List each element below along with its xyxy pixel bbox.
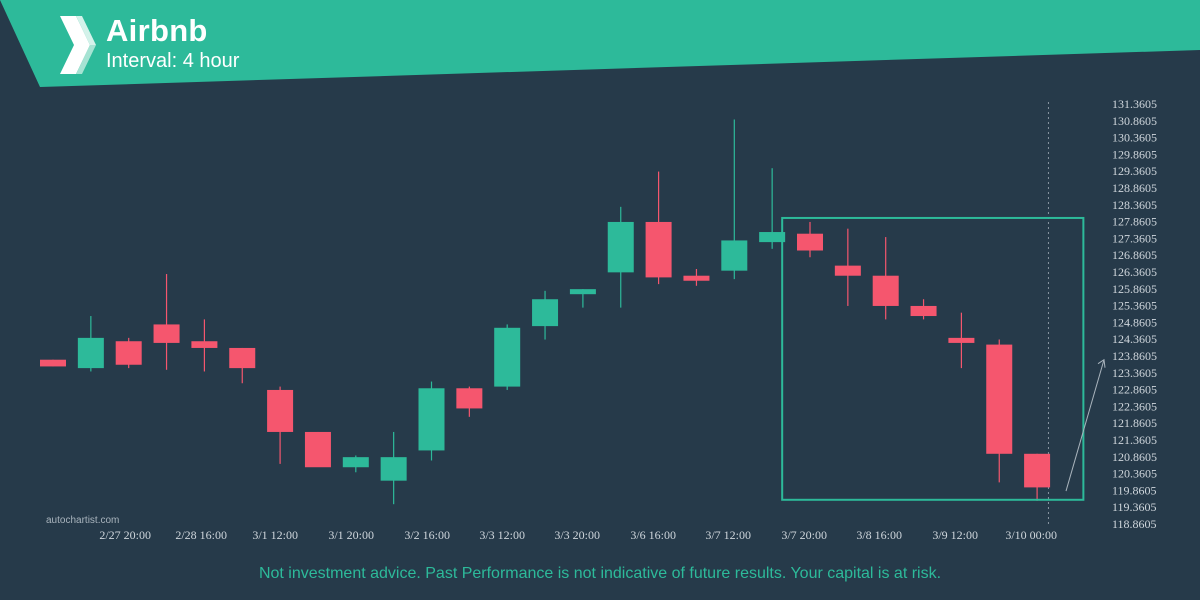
y-tick-label: 128.8605 bbox=[1112, 181, 1157, 195]
interval-subtitle: Interval: 4 hour bbox=[106, 50, 240, 72]
page-title: Airbnb bbox=[106, 13, 208, 48]
y-tick-label: 128.3605 bbox=[1112, 198, 1157, 212]
candle-down bbox=[872, 275, 899, 306]
x-tick-label: 2/28 16:00 bbox=[175, 528, 227, 542]
x-tick-label: 3/7 12:00 bbox=[705, 528, 751, 542]
candle-down bbox=[304, 431, 331, 468]
y-tick-label: 122.8605 bbox=[1112, 383, 1157, 397]
projection-arrow bbox=[1065, 359, 1105, 492]
x-tick-label: 3/6 16:00 bbox=[630, 528, 676, 542]
candle-up bbox=[494, 327, 521, 387]
pattern-highlight-box bbox=[781, 216, 1085, 501]
candle-up bbox=[532, 299, 559, 327]
candle-up bbox=[380, 457, 407, 481]
candle-down bbox=[267, 389, 294, 432]
candle-down bbox=[986, 344, 1013, 454]
y-tick-label: 118.8605 bbox=[1112, 517, 1157, 531]
y-tick-label: 122.3605 bbox=[1112, 399, 1157, 413]
y-tick-label: 127.8605 bbox=[1112, 215, 1157, 229]
candle-up bbox=[569, 289, 596, 295]
candle-down bbox=[910, 305, 937, 317]
y-tick-label: 125.3605 bbox=[1112, 299, 1157, 313]
candle-up bbox=[759, 232, 786, 243]
candle-down bbox=[456, 388, 483, 409]
candle-down bbox=[834, 265, 861, 276]
y-tick-label: 119.3605 bbox=[1112, 500, 1157, 514]
watermark: autochartist.com bbox=[46, 515, 120, 526]
y-tick-label: 120.8605 bbox=[1112, 450, 1157, 464]
candle-up bbox=[77, 337, 104, 369]
x-tick-label: 3/3 12:00 bbox=[479, 528, 525, 542]
x-tick-label: 3/1 12:00 bbox=[252, 528, 298, 542]
x-tick-label: 3/2 16:00 bbox=[404, 528, 450, 542]
candle-down bbox=[229, 347, 256, 369]
y-tick-label: 124.3605 bbox=[1112, 332, 1157, 346]
x-tick-label: 3/3 20:00 bbox=[554, 528, 600, 542]
candle-down bbox=[645, 221, 672, 278]
candle-up bbox=[342, 457, 369, 468]
candle-down bbox=[797, 233, 823, 251]
candle-down bbox=[948, 337, 975, 343]
y-tick-label: 130.8605 bbox=[1112, 114, 1157, 128]
x-tick-label: 3/8 16:00 bbox=[856, 528, 902, 542]
x-tick-label: 3/7 20:00 bbox=[781, 528, 827, 542]
y-tick-label: 126.3605 bbox=[1112, 265, 1157, 279]
candle-down bbox=[1024, 453, 1051, 488]
candle-down bbox=[191, 341, 218, 348]
y-tick-label: 125.8605 bbox=[1112, 282, 1157, 296]
header-band bbox=[0, 0, 1200, 87]
y-tick-label: 131.3605 bbox=[1112, 97, 1157, 111]
header-band-shape bbox=[0, 0, 1200, 87]
y-tick-label: 127.3605 bbox=[1112, 231, 1157, 245]
candle-down bbox=[115, 341, 142, 365]
candle-down bbox=[40, 359, 66, 367]
y-tick-label: 124.8605 bbox=[1112, 315, 1157, 329]
candle-up bbox=[418, 388, 445, 451]
y-tick-label: 130.3605 bbox=[1112, 131, 1157, 145]
candle-down bbox=[153, 324, 180, 343]
y-tick-label: 121.3605 bbox=[1112, 433, 1157, 447]
y-tick-label: 121.8605 bbox=[1112, 416, 1157, 430]
candle-up bbox=[607, 221, 634, 273]
x-tick-label: 2/27 20:00 bbox=[99, 528, 151, 542]
x-tick-label: 3/10 00:00 bbox=[1005, 528, 1057, 542]
candle-down bbox=[683, 275, 710, 281]
y-tick-label: 120.3605 bbox=[1112, 467, 1157, 481]
autochartist-logo-icon bbox=[60, 16, 96, 74]
y-tick-label: 129.3605 bbox=[1112, 164, 1157, 178]
candle-up bbox=[721, 240, 748, 271]
y-tick-label: 119.8605 bbox=[1112, 483, 1157, 497]
projection-arrow-head bbox=[1097, 358, 1106, 368]
x-tick-label: 3/9 12:00 bbox=[932, 528, 978, 542]
y-tick-label: 123.8605 bbox=[1112, 349, 1157, 363]
x-tick-label: 3/1 20:00 bbox=[328, 528, 374, 542]
y-tick-label: 123.3605 bbox=[1112, 366, 1157, 380]
disclaimer: Not investment advice. Past Performance … bbox=[258, 565, 942, 582]
y-tick-label: 129.8605 bbox=[1112, 147, 1157, 161]
y-tick-label: 126.8605 bbox=[1112, 248, 1157, 262]
